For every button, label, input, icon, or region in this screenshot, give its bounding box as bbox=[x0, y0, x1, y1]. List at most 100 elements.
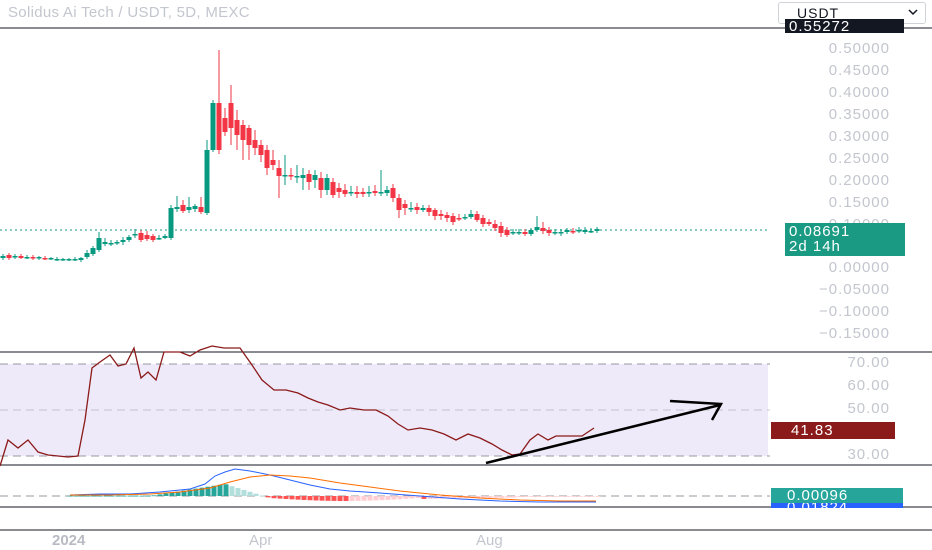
candle-body bbox=[30, 257, 36, 259]
candle-body bbox=[138, 233, 144, 240]
macd-histogram-bar bbox=[145, 495, 151, 497]
macd-histogram-bar bbox=[223, 484, 229, 496]
candle-body bbox=[102, 242, 108, 244]
candle-body bbox=[396, 198, 402, 210]
macd-histogram-bar bbox=[73, 495, 79, 497]
macd-histogram-bar bbox=[295, 496, 301, 500]
macd-histogram-bar bbox=[361, 496, 367, 501]
currency-label: USDT bbox=[797, 5, 840, 21]
macd-histogram-bar bbox=[553, 496, 559, 497]
candle-body bbox=[492, 224, 498, 228]
candle-body bbox=[288, 175, 294, 177]
candle-body bbox=[36, 257, 42, 259]
candle-body bbox=[582, 230, 588, 232]
macd-histogram-bar bbox=[595, 496, 601, 497]
macd-histogram-bar bbox=[235, 488, 241, 496]
candle-body bbox=[528, 230, 534, 234]
macd-histogram-bar bbox=[565, 496, 571, 497]
candle-body bbox=[474, 214, 480, 220]
macd-histogram-bar bbox=[217, 484, 223, 496]
candle-body bbox=[174, 207, 180, 209]
price-tick: 0.45000 bbox=[828, 62, 890, 79]
candle-body bbox=[90, 248, 96, 254]
macd-histogram-bar bbox=[409, 496, 415, 499]
macd-histogram-bar bbox=[91, 495, 97, 497]
candle-body bbox=[516, 232, 522, 234]
macd-histogram-bar bbox=[379, 496, 385, 501]
macd-histogram-bar bbox=[241, 489, 247, 496]
macd-histogram-bar bbox=[457, 496, 463, 499]
macd-histogram-bar bbox=[523, 496, 529, 497]
candle-body bbox=[378, 192, 384, 194]
macd-histogram-bar bbox=[589, 496, 595, 497]
macd-histogram-bar bbox=[229, 486, 235, 496]
macd-histogram-bar bbox=[109, 495, 115, 497]
candle-body bbox=[42, 258, 48, 260]
candle-body bbox=[336, 188, 342, 192]
macd-histogram-bar bbox=[247, 491, 253, 496]
candle-body bbox=[264, 150, 270, 168]
macd-histogram-bar bbox=[445, 496, 451, 499]
candle-body bbox=[564, 230, 570, 232]
candle-body bbox=[594, 229, 600, 231]
macd-histogram-bar bbox=[115, 495, 121, 497]
macd-histogram-bar bbox=[301, 496, 307, 500]
candle-body bbox=[72, 259, 78, 261]
macd-histogram-bar bbox=[559, 496, 565, 497]
candle-body bbox=[342, 190, 348, 194]
candle-body bbox=[294, 176, 300, 178]
candle-body bbox=[540, 228, 546, 231]
candle-body bbox=[558, 232, 564, 234]
price-tick: −0.10000 bbox=[819, 303, 890, 320]
trend-arrow[interactable] bbox=[485, 399, 724, 465]
rsi-value-label: 41.83 bbox=[771, 422, 895, 439]
candle-body bbox=[570, 231, 576, 233]
macd-histogram-bar bbox=[205, 486, 211, 496]
candle-body bbox=[486, 222, 492, 224]
macd-histogram-bar bbox=[487, 496, 493, 498]
price-tick: 0.40000 bbox=[828, 84, 890, 101]
macd-line bbox=[69, 468, 596, 503]
rsi-tick: 50.00 bbox=[847, 400, 890, 417]
macd-histogram-bar bbox=[505, 496, 511, 498]
candle-body bbox=[504, 230, 510, 235]
candle-body bbox=[108, 243, 114, 245]
macd-histogram-bar bbox=[283, 496, 289, 499]
high-price-label: 0.55272 bbox=[785, 19, 904, 33]
candle-body bbox=[456, 218, 462, 220]
candle-body bbox=[252, 140, 258, 148]
macd-histogram-bar bbox=[199, 487, 205, 496]
candle-body bbox=[552, 232, 558, 234]
macd-histogram-bar bbox=[211, 485, 217, 496]
last-price-label: 0.08691 2d 14h bbox=[785, 223, 905, 256]
macd-histogram-bar bbox=[529, 496, 535, 497]
candle-body bbox=[462, 217, 468, 219]
macd-histogram-bar bbox=[121, 495, 127, 497]
candle-body bbox=[18, 256, 24, 258]
candle-body bbox=[156, 238, 162, 240]
candle-body bbox=[426, 208, 432, 212]
candle-body bbox=[438, 214, 444, 216]
candle-body bbox=[270, 160, 276, 165]
macd-histogram-bar bbox=[163, 493, 169, 496]
time-tick: Aug bbox=[476, 532, 503, 549]
candle-body bbox=[234, 120, 240, 135]
macd-histogram-bar bbox=[307, 496, 313, 501]
macd-histogram-bar bbox=[421, 496, 427, 499]
rsi-tick: 70.00 bbox=[847, 354, 890, 371]
candle-body bbox=[96, 238, 102, 250]
candle-body bbox=[510, 232, 516, 234]
macd-histogram-bar bbox=[277, 496, 283, 499]
macd-histogram-bar bbox=[85, 495, 91, 497]
candle-body bbox=[276, 168, 282, 176]
macd-histogram-bar bbox=[415, 496, 421, 499]
macd-value-label: 0.00096 bbox=[771, 488, 903, 503]
candle-body bbox=[210, 103, 216, 150]
macd-histogram-bar bbox=[373, 496, 379, 501]
macd-histogram-bar bbox=[355, 496, 361, 501]
candle-body bbox=[330, 182, 336, 195]
candle-body bbox=[450, 216, 456, 222]
macd-histogram-bar bbox=[397, 496, 403, 500]
candle-body bbox=[588, 231, 594, 233]
macd-histogram-bar bbox=[337, 496, 343, 501]
